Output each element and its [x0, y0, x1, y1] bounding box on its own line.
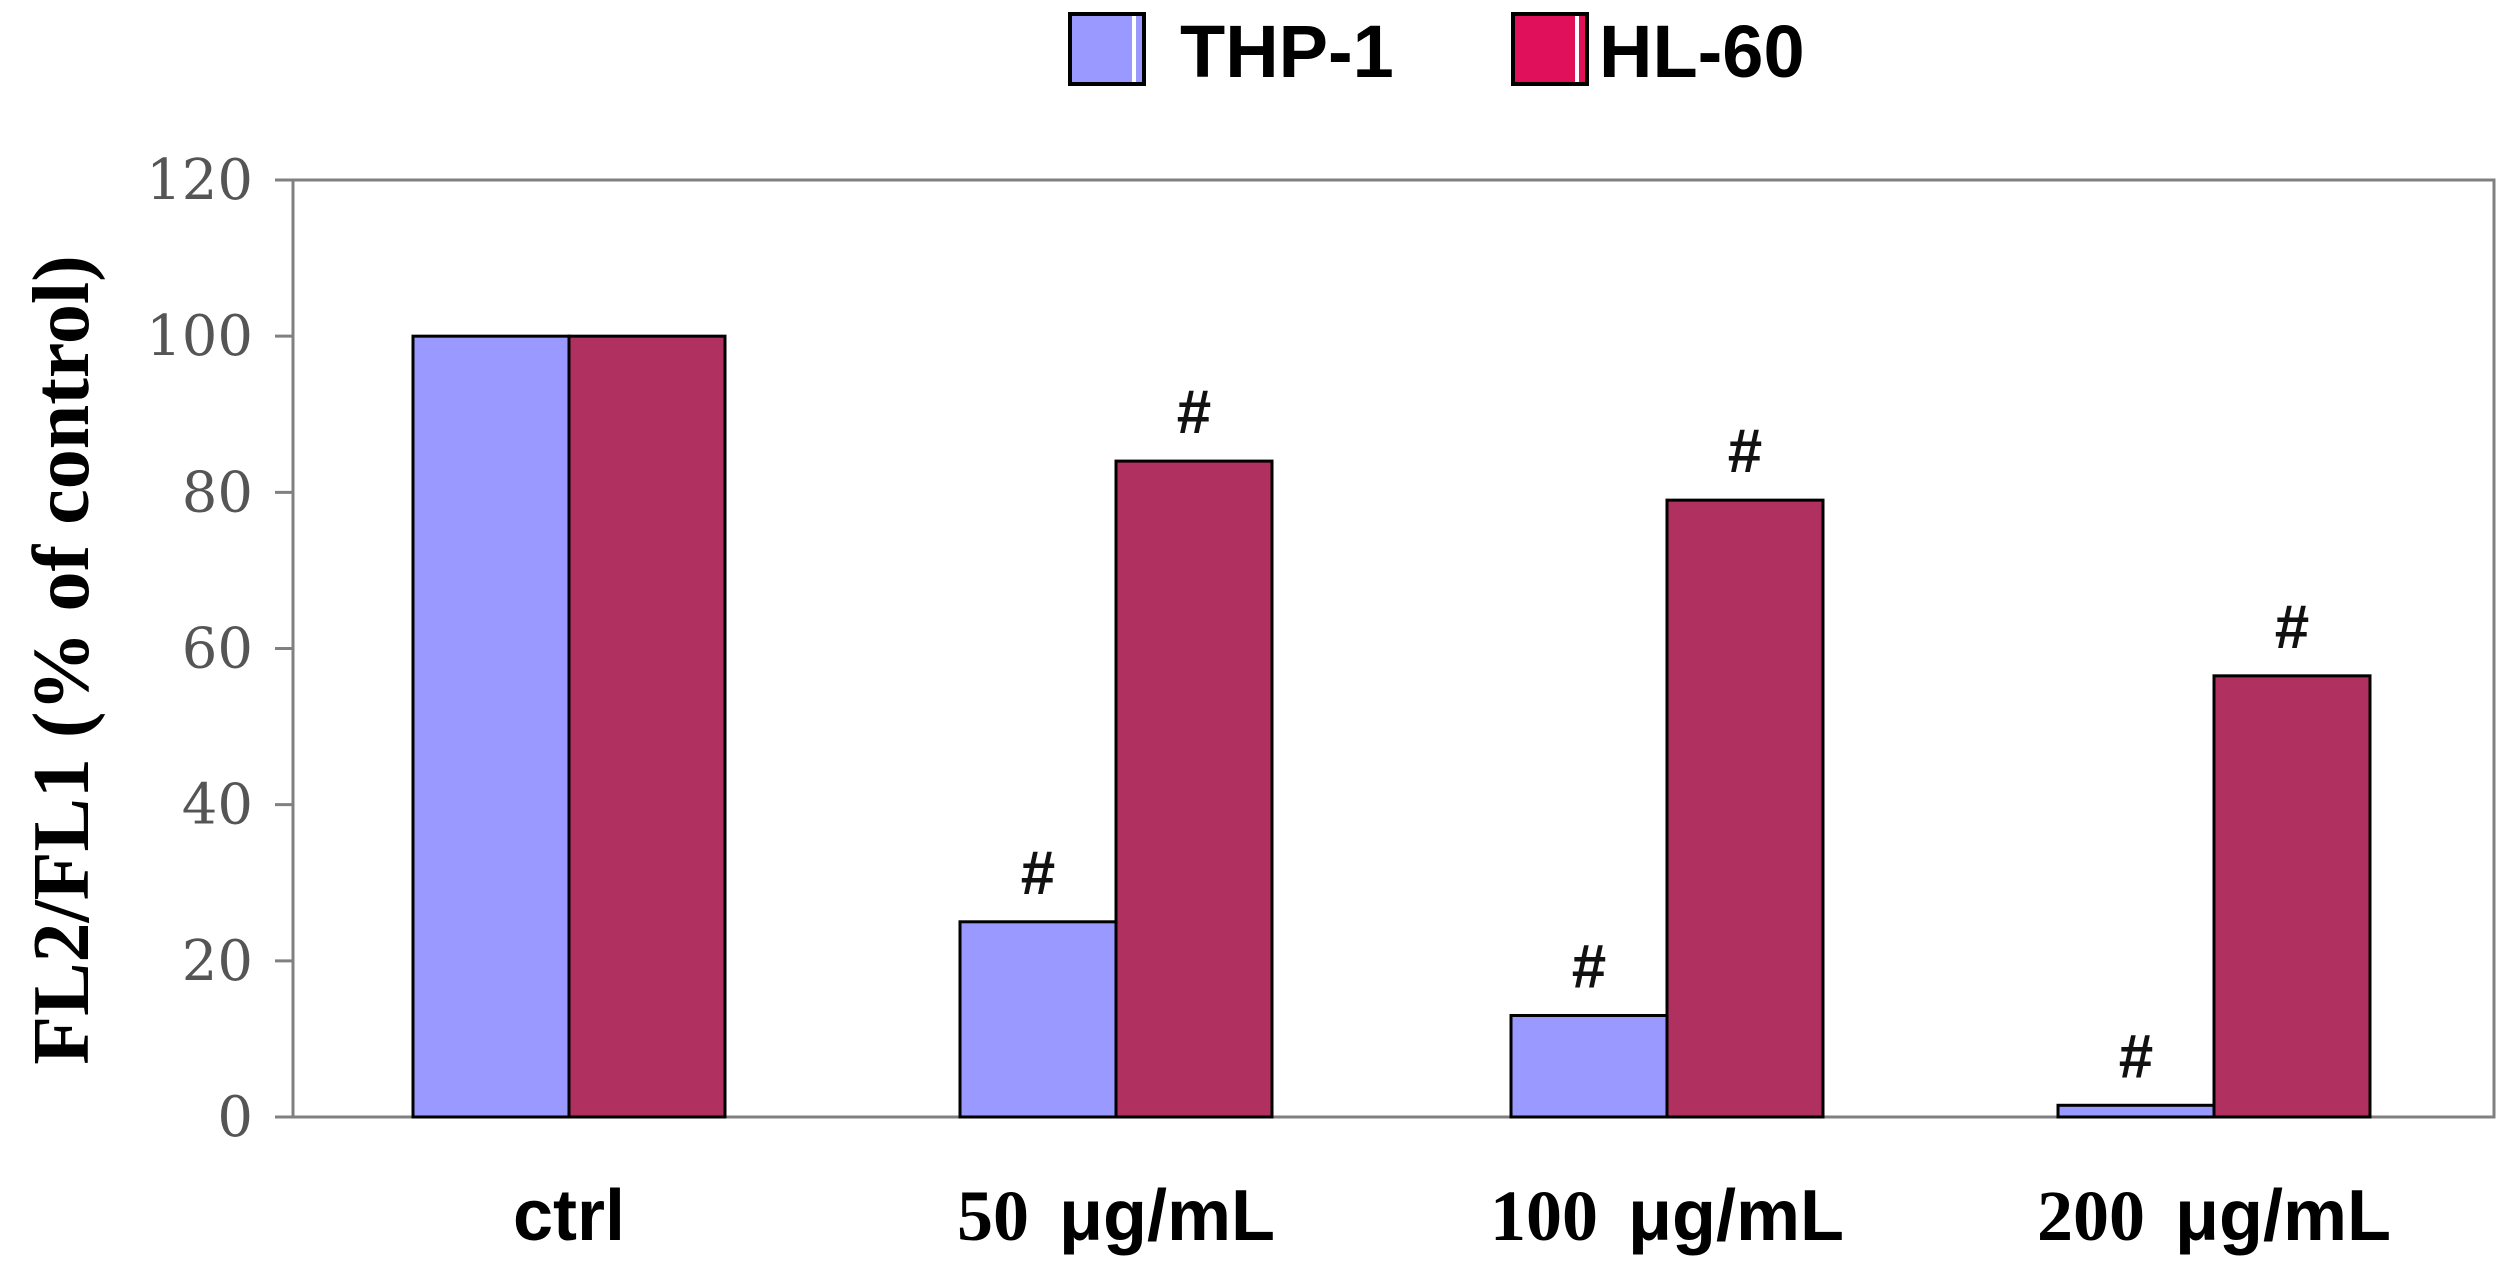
x-tick-unit: μg/mL: [1059, 1176, 1275, 1256]
x-tick-label: 200 μg/mL: [2037, 1176, 2391, 1256]
significance-mark: #: [1728, 417, 1762, 486]
x-tick-number: 100: [1490, 1176, 1598, 1256]
y-tick-label: 80: [182, 460, 253, 525]
y-tick-label: 100: [146, 304, 253, 369]
x-tick-label: ctrl: [513, 1176, 625, 1256]
significance-mark: #: [1177, 378, 1211, 447]
bar-hl-60-ctrl: [567, 334, 727, 1119]
legend: THP-1 HL-60: [1068, 10, 1805, 93]
significance-mark: #: [1021, 839, 1055, 908]
bar-thp-1-200: [2056, 1103, 2216, 1119]
bar-thp-1-ctrl: [411, 334, 571, 1119]
bar-hl-60-200: [2212, 674, 2372, 1119]
bar-hl-60-100: [1665, 498, 1825, 1119]
significance-mark: #: [2119, 1022, 2153, 1091]
legend-swatch-thp-1: [1068, 12, 1146, 86]
y-axis-label: FL2/FL1 (% of control): [18, 255, 106, 1065]
legend-label-hl-60: HL-60: [1599, 10, 1805, 93]
bar-hl-60-50: [1114, 459, 1274, 1119]
legend-label-thp-1: THP-1: [1180, 10, 1394, 93]
significance-mark: #: [2275, 593, 2309, 662]
y-tick-label: 40: [182, 773, 253, 838]
bar-thp-1-100: [1509, 1013, 1669, 1119]
bar-thp-1-50: [958, 920, 1118, 1119]
y-tick-label: 0: [217, 1085, 253, 1150]
x-tick-unit: μg/mL: [1628, 1176, 1844, 1256]
y-tick-label: 20: [182, 929, 253, 994]
y-tick-label: 60: [182, 617, 253, 682]
x-tick-number: 50: [957, 1176, 1029, 1256]
x-tick-label: 100 μg/mL: [1490, 1176, 1844, 1256]
y-tick-label: 120: [146, 148, 253, 213]
legend-swatch-hl-60: [1511, 12, 1589, 86]
significance-mark: #: [1572, 932, 1606, 1001]
x-tick-label: 50 μg/mL: [957, 1176, 1275, 1256]
plot-area: 0 20 40 60 80 100 120 ctrl # #50 μg/mL # #100 μg/mL # #…: [146, 148, 2496, 1256]
x-tick-unit: μg/mL: [2175, 1176, 2391, 1256]
x-tick-number: 200: [2037, 1176, 2145, 1256]
